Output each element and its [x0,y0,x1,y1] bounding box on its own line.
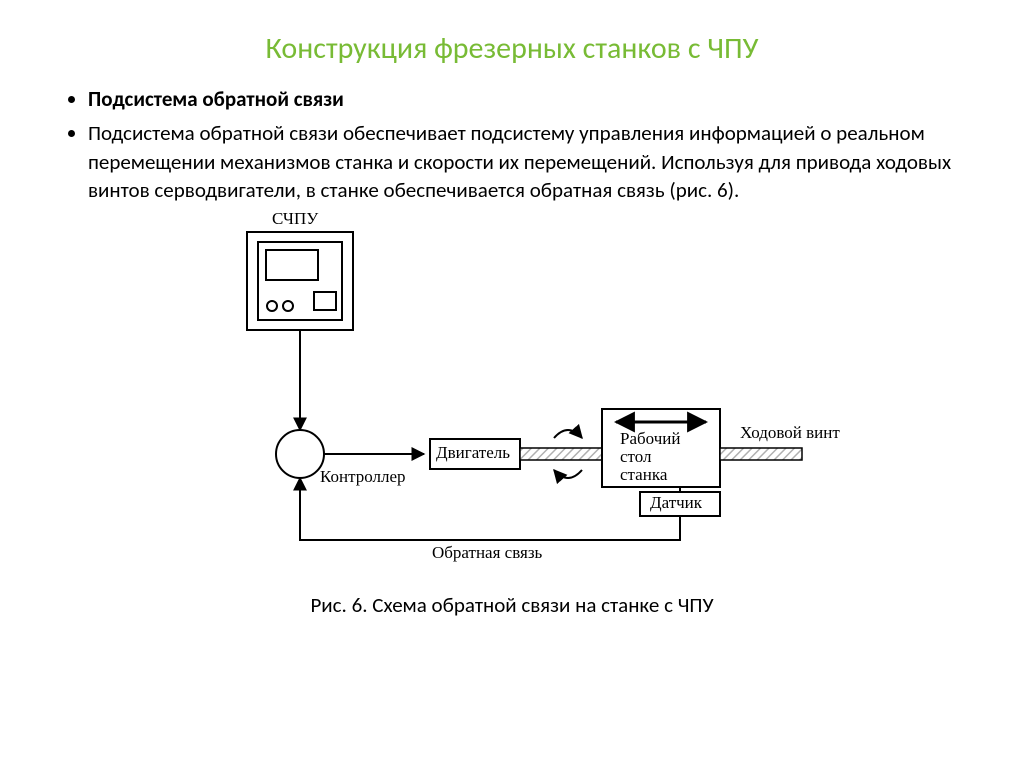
label-controller: Контроллер [320,468,406,487]
label-sensor: Датчик [650,494,702,513]
figure-caption: Рис. 6. Схема обратной связи на станке с… [60,592,964,618]
label-screw: Ходовой винт [740,424,840,443]
rotation-arrow-up [554,430,582,438]
bullet-list: Подсистема обратной связи Подсистема обр… [60,85,964,204]
label-motor: Двигатель [436,444,510,463]
rotation-arrow-down [554,470,582,478]
label-cnc: СЧПУ [272,210,318,229]
bullet-text: Подсистема обратной связи обеспечивает п… [88,120,951,203]
feedback-diagram: СЧПУ Контроллер Двигатель Рабочий стол с… [162,214,862,574]
shaft-right [720,448,802,460]
cnc-button-c2 [283,301,293,311]
cnc-button-c1 [267,301,277,311]
bullet-item: Подсистема обратной связи [88,85,964,113]
cnc-button-sq [314,292,336,310]
controller-node [276,430,324,478]
page-title: Конструкция фрезерных станков с ЧПУ [60,30,964,67]
cnc-screen [266,250,318,280]
shaft-left [520,448,602,460]
bullet-text: Подсистема обратной связи [88,86,344,112]
label-feedback: Обратная связь [432,544,542,563]
label-table-l1: Рабочий [620,430,680,449]
bullet-item: Подсистема обратной связи обеспечивает п… [88,119,964,204]
label-table-l3: станка [620,466,667,485]
label-table-l2: стол [620,448,652,467]
